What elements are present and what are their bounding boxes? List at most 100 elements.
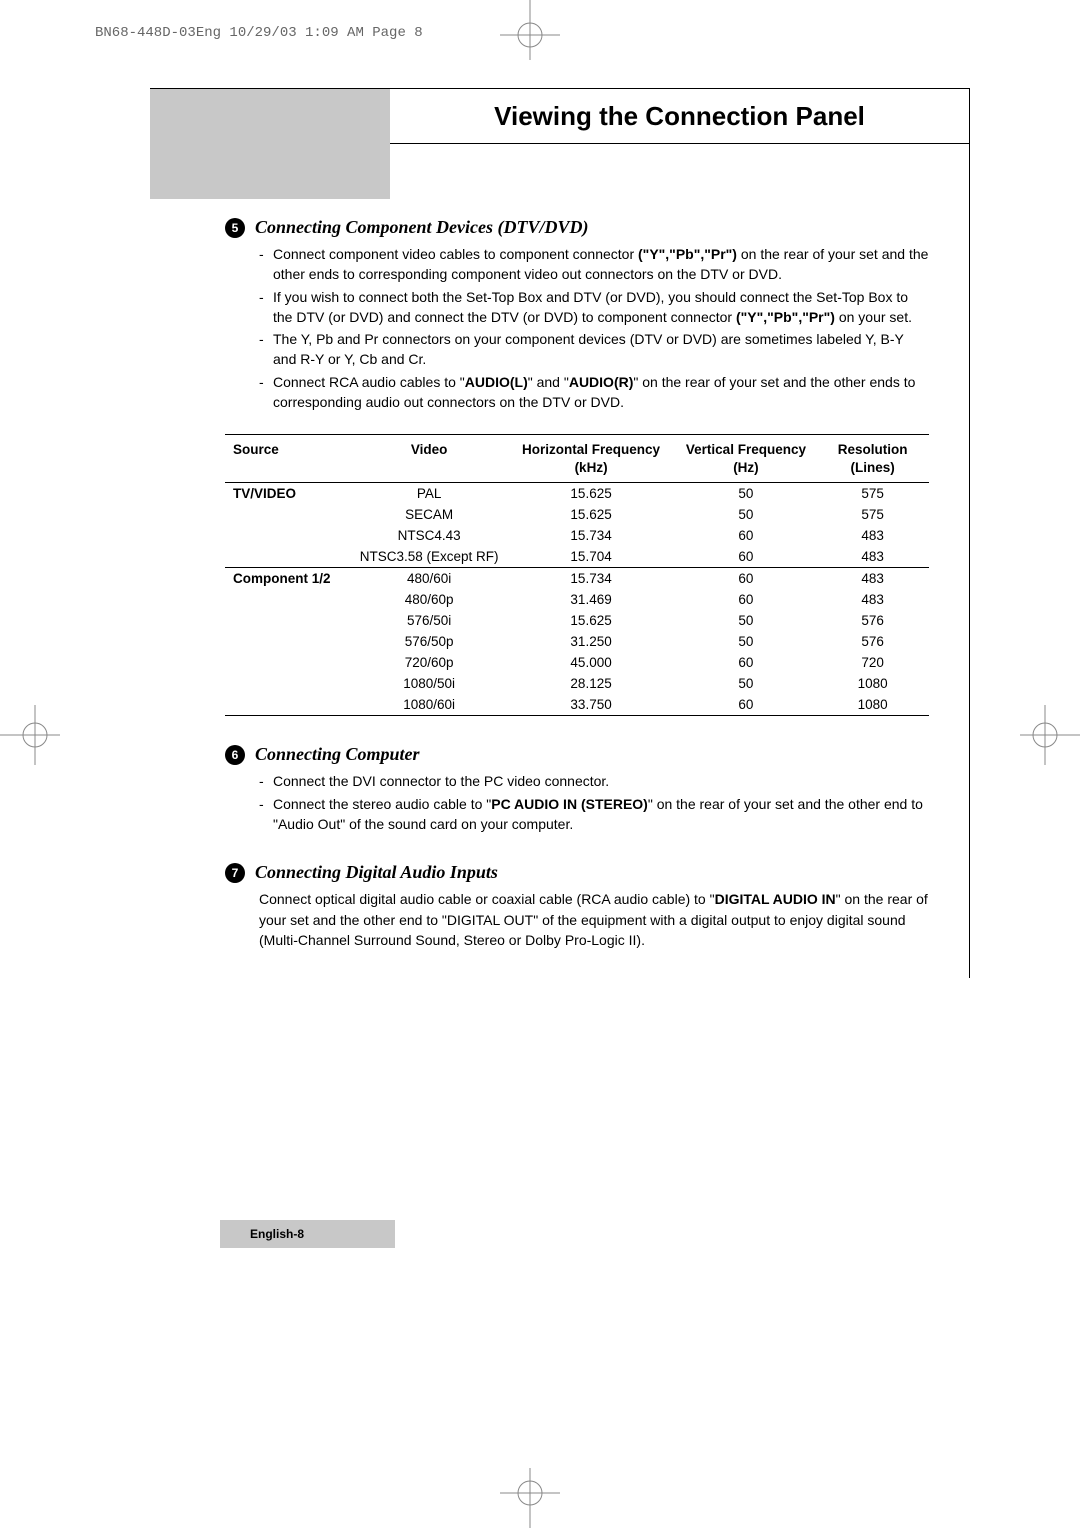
table-cell: 60 (676, 568, 817, 590)
table-cell: 50 (676, 504, 817, 525)
table-cell-source (225, 525, 352, 546)
page-frame: Viewing the Connection Panel 5 Connectin… (150, 88, 970, 978)
table-cell: 1080/60i (352, 694, 507, 716)
table-cell: 576 (816, 631, 929, 652)
table-row: 1080/60i33.750601080 (225, 694, 929, 716)
section-6: 6 Connecting Computer Connect the DVI co… (225, 744, 929, 834)
table-cell-source: Component 1/2 (225, 568, 352, 590)
table-header: Source (225, 435, 352, 483)
table-cell: 15.625 (507, 504, 676, 525)
table-cell: 15.734 (507, 525, 676, 546)
table-row: NTSC4.4315.73460483 (225, 525, 929, 546)
bullet-item: The Y, Pb and Pr connectors on your comp… (259, 329, 929, 370)
table-cell: 483 (816, 589, 929, 610)
table-row: NTSC3.58 (Except RF)15.70460483 (225, 546, 929, 568)
table-cell: 15.734 (507, 568, 676, 590)
table-cell: 480/60i (352, 568, 507, 590)
table-cell: 480/60p (352, 589, 507, 610)
table-cell: 50 (676, 631, 817, 652)
table-cell: 31.250 (507, 631, 676, 652)
table-row: 576/50i15.62550576 (225, 610, 929, 631)
table-row: TV/VIDEOPAL15.62550575 (225, 483, 929, 505)
bullet-item: Connect component video cables to compon… (259, 244, 929, 285)
table-cell: 15.704 (507, 546, 676, 568)
table-cell: 1080 (816, 694, 929, 716)
section-title-6: Connecting Computer (255, 744, 420, 765)
table-row: 576/50p31.25050576 (225, 631, 929, 652)
table-cell: PAL (352, 483, 507, 505)
table-cell: 60 (676, 694, 817, 716)
table-cell: 50 (676, 610, 817, 631)
table-cell-source (225, 610, 352, 631)
crop-mark-top (495, 0, 565, 70)
table-cell: SECAM (352, 504, 507, 525)
table-cell: 60 (676, 652, 817, 673)
section6-bullets: Connect the DVI connector to the PC vide… (225, 771, 929, 834)
table-cell-source (225, 504, 352, 525)
table-cell: 720 (816, 652, 929, 673)
bullet-item: Connect the stereo audio cable to "PC AU… (259, 794, 929, 835)
table-header: Horizontal Frequency(kHz) (507, 435, 676, 483)
table-cell: 576 (816, 610, 929, 631)
table-cell-source (225, 694, 352, 716)
table-cell: 28.125 (507, 673, 676, 694)
crop-mark-right (1010, 700, 1080, 770)
table-cell-source (225, 673, 352, 694)
section-title-5: Connecting Component Devices (DTV/DVD) (255, 217, 589, 238)
bullet-item: Connect the DVI connector to the PC vide… (259, 771, 929, 791)
table-cell: 483 (816, 546, 929, 568)
section-5: 5 Connecting Component Devices (DTV/DVD)… (225, 217, 929, 716)
table-cell: 50 (676, 483, 817, 505)
page-footer: English-8 (220, 1220, 395, 1248)
table-header: Vertical Frequency(Hz) (676, 435, 817, 483)
table-cell-source (225, 652, 352, 673)
crop-mark-left (0, 700, 70, 770)
title-gray-block (150, 89, 390, 199)
title-bar: Viewing the Connection Panel (150, 89, 969, 199)
bullet-item: Connect RCA audio cables to "AUDIO(L)" a… (259, 372, 929, 413)
table-cell-source (225, 631, 352, 652)
section-7: 7 Connecting Digital Audio Inputs Connec… (225, 862, 929, 950)
table-cell: 576/50p (352, 631, 507, 652)
table-cell: 15.625 (507, 610, 676, 631)
section-badge-5: 5 (225, 218, 245, 238)
table-cell-source: TV/VIDEO (225, 483, 352, 505)
table-cell: 576/50i (352, 610, 507, 631)
table-cell: 60 (676, 525, 817, 546)
table-cell: 50 (676, 673, 817, 694)
table-cell: 15.625 (507, 483, 676, 505)
table-cell: 1080/50i (352, 673, 507, 694)
table-header: Video (352, 435, 507, 483)
table-cell: 483 (816, 568, 929, 590)
table-cell: 483 (816, 525, 929, 546)
table-cell-source (225, 546, 352, 568)
table-row: 480/60p31.46960483 (225, 589, 929, 610)
table-row: 720/60p45.00060720 (225, 652, 929, 673)
table-cell: 720/60p (352, 652, 507, 673)
crop-mark-bottom (495, 1458, 565, 1528)
table-cell: 575 (816, 483, 929, 505)
section7-text: Connect optical digital audio cable or c… (225, 889, 929, 950)
table-row: SECAM15.62550575 (225, 504, 929, 525)
section-title-7: Connecting Digital Audio Inputs (255, 862, 498, 883)
table-cell: NTSC4.43 (352, 525, 507, 546)
frequency-table: SourceVideoHorizontal Frequency(kHz)Vert… (225, 434, 929, 716)
table-cell-source (225, 589, 352, 610)
table-cell: 45.000 (507, 652, 676, 673)
section-badge-7: 7 (225, 863, 245, 883)
content-area: 5 Connecting Component Devices (DTV/DVD)… (150, 199, 969, 950)
table-cell: 575 (816, 504, 929, 525)
page-title: Viewing the Connection Panel (390, 89, 969, 144)
table-header: Resolution(Lines) (816, 435, 929, 483)
table-cell: 60 (676, 546, 817, 568)
bullet-item: If you wish to connect both the Set-Top … (259, 287, 929, 328)
table-cell: NTSC3.58 (Except RF) (352, 546, 507, 568)
table-cell: 60 (676, 589, 817, 610)
table-cell: 31.469 (507, 589, 676, 610)
print-header: BN68-448D-03Eng 10/29/03 1:09 AM Page 8 (95, 25, 423, 41)
table-row: 1080/50i28.125501080 (225, 673, 929, 694)
section5-bullets: Connect component video cables to compon… (225, 244, 929, 412)
table-row: Component 1/2480/60i15.73460483 (225, 568, 929, 590)
section-badge-6: 6 (225, 745, 245, 765)
table-cell: 33.750 (507, 694, 676, 716)
